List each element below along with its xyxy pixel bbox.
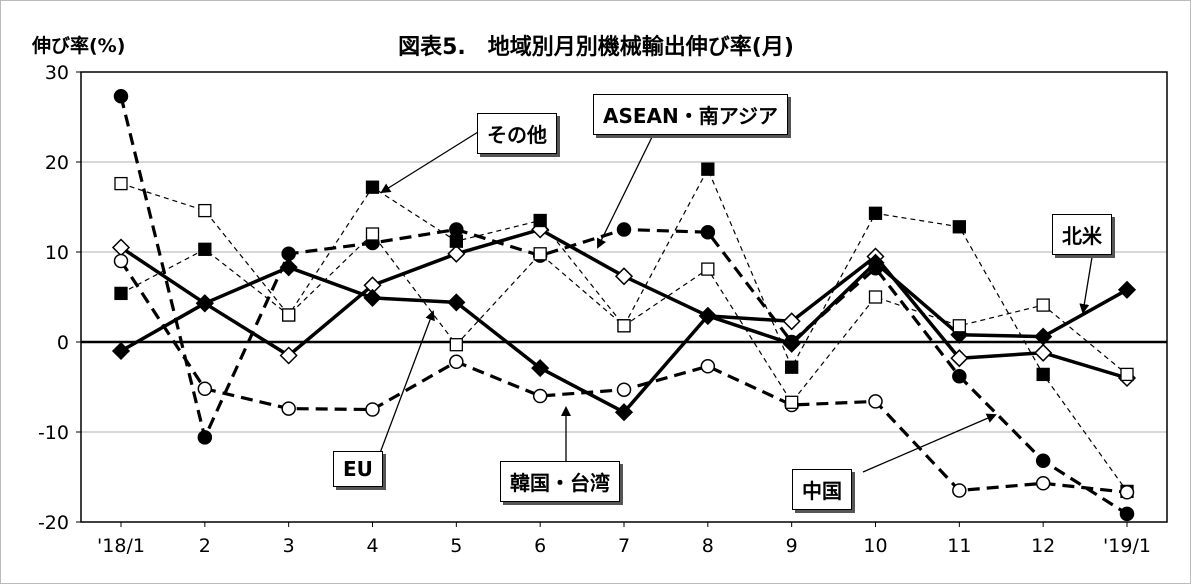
callout-asean: ASEAN・南アジア [593,94,788,135]
y-tick-label: 10 [45,242,69,264]
leader-asean [597,130,656,249]
plot-area [80,71,1168,523]
series-1-point [363,288,382,307]
x-tick-label: 10 [863,535,887,557]
series-1-point [698,306,717,325]
callout-hokubei: 北米 [1052,214,1112,255]
x-tick-label: 2 [199,535,211,557]
y-tick-label: -10 [38,422,69,444]
series-3 [113,89,1135,522]
series-0-point [950,349,969,368]
series-4-point [1119,485,1135,500]
series-1-point [111,341,131,361]
x-tick-label: 4 [366,535,378,557]
x-tick-label: 6 [534,535,546,557]
series-4-point [365,402,380,417]
series-2-point [952,220,966,234]
y-tick-label: 0 [57,332,69,354]
series-2-point [114,286,128,301]
leader-chugoku [862,413,997,473]
series-4-point [113,253,129,269]
series-5-point [952,319,966,333]
series-2-point [198,242,212,256]
series-5 [114,176,1134,409]
series-4 [113,253,1135,500]
series-3-point [197,430,213,445]
series-3-point [281,246,296,262]
y-tick-label: 20 [45,152,69,174]
series-5-point [198,203,212,218]
series-5-point [1120,367,1134,382]
series-1-point [195,294,214,313]
series-5-point [533,247,547,261]
series-4-point [532,388,548,404]
series-2-point [785,360,799,374]
series-2-point [533,213,547,228]
y-tick-label: 30 [45,62,69,84]
series-1-point [531,359,550,378]
x-tick-label: 3 [283,535,295,557]
series-5-point [449,338,463,352]
x-tick-label: 12 [1031,535,1055,557]
callout-eu: EU [333,451,383,487]
series-4-point [197,381,213,397]
series-2-point [701,162,715,176]
series-2-point [1036,367,1050,382]
series-5-point [868,290,883,304]
x-tick-label: '18/1 [97,535,145,557]
series-3-point [952,368,967,384]
x-tick-label: 5 [450,535,462,557]
series-4-point [700,359,716,374]
series-3-point [700,224,716,240]
series-4-point [1035,476,1051,491]
x-tick-label: 9 [786,535,798,557]
series-3-point [1119,506,1135,522]
series-1-point [1034,327,1053,346]
series-5-point [114,176,128,191]
series-5-point [365,227,380,241]
series-2-point [868,206,883,220]
x-tick-label: '19/1 [1103,535,1151,557]
series-4-point [952,483,967,498]
leader-sonota [380,131,479,194]
series-5-point [1036,298,1050,312]
series-3-point [784,334,799,350]
series-3-point [868,260,883,276]
series-3-point [616,222,632,237]
series-2-point [365,180,380,194]
series-0-point [782,312,801,331]
series-5-point [701,262,715,276]
series-2-point [449,234,463,248]
leader-eu [379,310,435,454]
series-1-point [614,403,634,422]
series-0-point [614,267,634,286]
series-3-point [113,89,129,104]
chart-title: 図表5. 地域別月別機械輸出伸び率(月) [398,34,794,60]
x-tick-label: 8 [702,535,714,557]
series-1-point [447,293,466,312]
series-5-point [617,319,631,333]
series-4-point [281,401,296,416]
series-1-point [1117,280,1137,299]
series-4-point [616,382,632,397]
x-tick-label: 7 [618,535,630,557]
series-5-point [785,395,799,409]
series-4-point [449,354,464,370]
series-0-point [447,244,466,263]
leader-hokubei [1079,244,1095,314]
series-5-point [282,308,296,322]
callout-sonota: その他 [477,113,557,154]
series-4-point [868,394,883,409]
series-3-point [449,222,464,237]
series-0-point [279,346,298,365]
callout-chugoku: 中国 [792,469,852,510]
y-axis-label: 伸び率(%) [31,34,125,57]
series-0-point [1034,343,1053,362]
callout-kankoku-taiwan: 韓国・台湾 [500,461,620,502]
y-tick-label: -20 [38,512,69,534]
x-tick-label: 11 [947,535,971,557]
series-3-point [1035,453,1051,469]
